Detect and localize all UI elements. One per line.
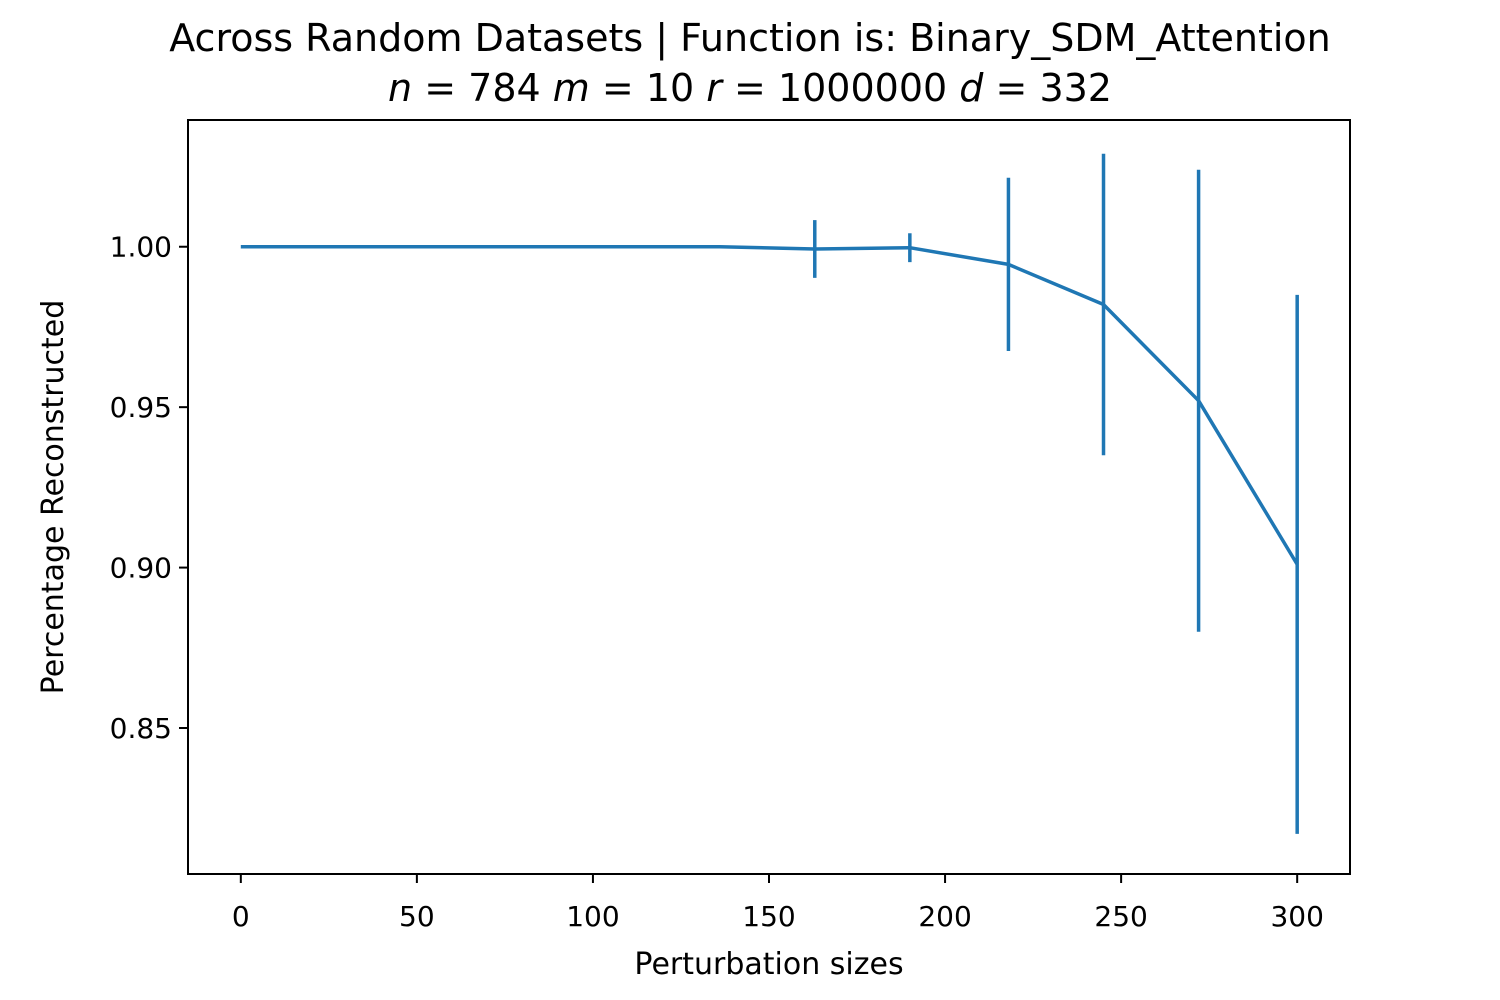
y-tick-label: 0.85 [110, 712, 172, 745]
x-tick-label: 250 [1094, 900, 1147, 933]
plot-frame [187, 119, 1351, 875]
x-axis-label: Perturbation sizes [634, 947, 903, 982]
chart-subtitle: n = 784 m = 10 r = 1000000 d = 332 [0, 66, 1500, 110]
subtitle-r-value: 1000000 [777, 66, 948, 110]
y-axis: 0.85 0.90 0.95 1.00 [110, 231, 188, 745]
subtitle-m-eq: = [601, 66, 634, 110]
y-tick-label: 0.90 [110, 552, 172, 585]
x-tick-label: 100 [566, 900, 619, 933]
subtitle-d-value: 332 [1039, 66, 1112, 110]
y-axis-label: Percentage Reconstructed [36, 300, 71, 695]
subtitle-r-label: r [706, 66, 722, 110]
subtitle-n-value: 784 [468, 66, 541, 110]
subtitle-d-label: d [959, 66, 984, 110]
chart-marks [240, 153, 1299, 834]
x-tick-label: 200 [918, 900, 971, 933]
subtitle-d-eq: = [995, 66, 1028, 110]
subtitle-m-value: 10 [645, 66, 695, 110]
chart-title: Across Random Datasets | Function is: Bi… [169, 16, 1331, 60]
x-tick-label: 150 [742, 900, 795, 933]
subtitle-r-eq: = [734, 66, 766, 110]
x-tick-label: 0 [232, 900, 250, 933]
subtitle-m-label: m [552, 66, 590, 110]
y-tick-label: 0.95 [110, 391, 172, 424]
x-tick-label: 50 [399, 900, 435, 933]
x-axis: 0 50 100 150 200 250 300 [232, 874, 1324, 933]
x-tick-label: 300 [1270, 900, 1323, 933]
series-line [240, 244, 1299, 566]
y-tick-label: 1.00 [110, 231, 172, 264]
subtitle-n-eq: = [424, 66, 457, 110]
subtitle-n-label: n [388, 66, 413, 110]
